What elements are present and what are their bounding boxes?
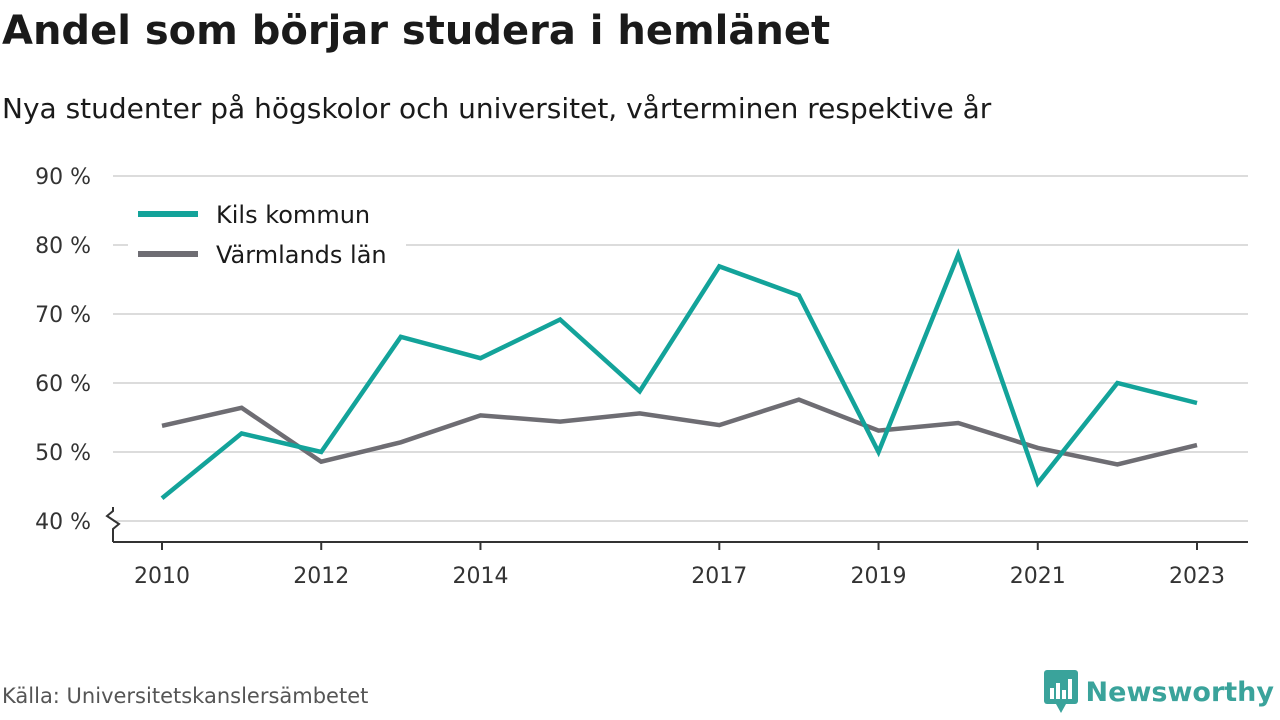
y-tick-label: 40 % — [35, 510, 91, 535]
bar-chart-logo-icon — [1043, 670, 1078, 713]
series-line-varmlands-lan — [161, 397, 1198, 467]
legend-label: Kils kommun — [216, 201, 370, 229]
x-tick-label: 2021 — [1010, 564, 1066, 589]
brand-logo: Newsworthy — [1043, 670, 1274, 714]
y-tick-label: 60 % — [35, 372, 91, 397]
brand-name: Newsworthy — [1085, 676, 1274, 708]
x-tick-label: 2019 — [851, 564, 907, 589]
axis-break-icon — [105, 507, 121, 533]
x-tick-label: 2014 — [452, 564, 508, 589]
x-tick-label: 2010 — [134, 564, 190, 589]
y-tick-label: 70 % — [35, 303, 91, 328]
y-tick-label: 80 % — [35, 234, 91, 259]
chart-title: Andel som börjar studera i hemlänet — [2, 8, 831, 54]
x-tick-label: 2017 — [691, 564, 747, 589]
x-tick-label: 2023 — [1169, 564, 1225, 589]
series-line-kils-kommun — [160, 248, 1198, 500]
chart-subtitle: Nya studenter på högskolor och universit… — [2, 92, 992, 125]
legend-background — [128, 192, 406, 274]
y-tick-label: 90 % — [35, 165, 91, 190]
legend-label: Värmlands län — [216, 241, 387, 269]
x-tick-label: 2012 — [293, 564, 349, 589]
source-note: Källa: Universitetskanslersämbetet — [2, 684, 369, 708]
y-tick-label: 50 % — [35, 441, 91, 466]
